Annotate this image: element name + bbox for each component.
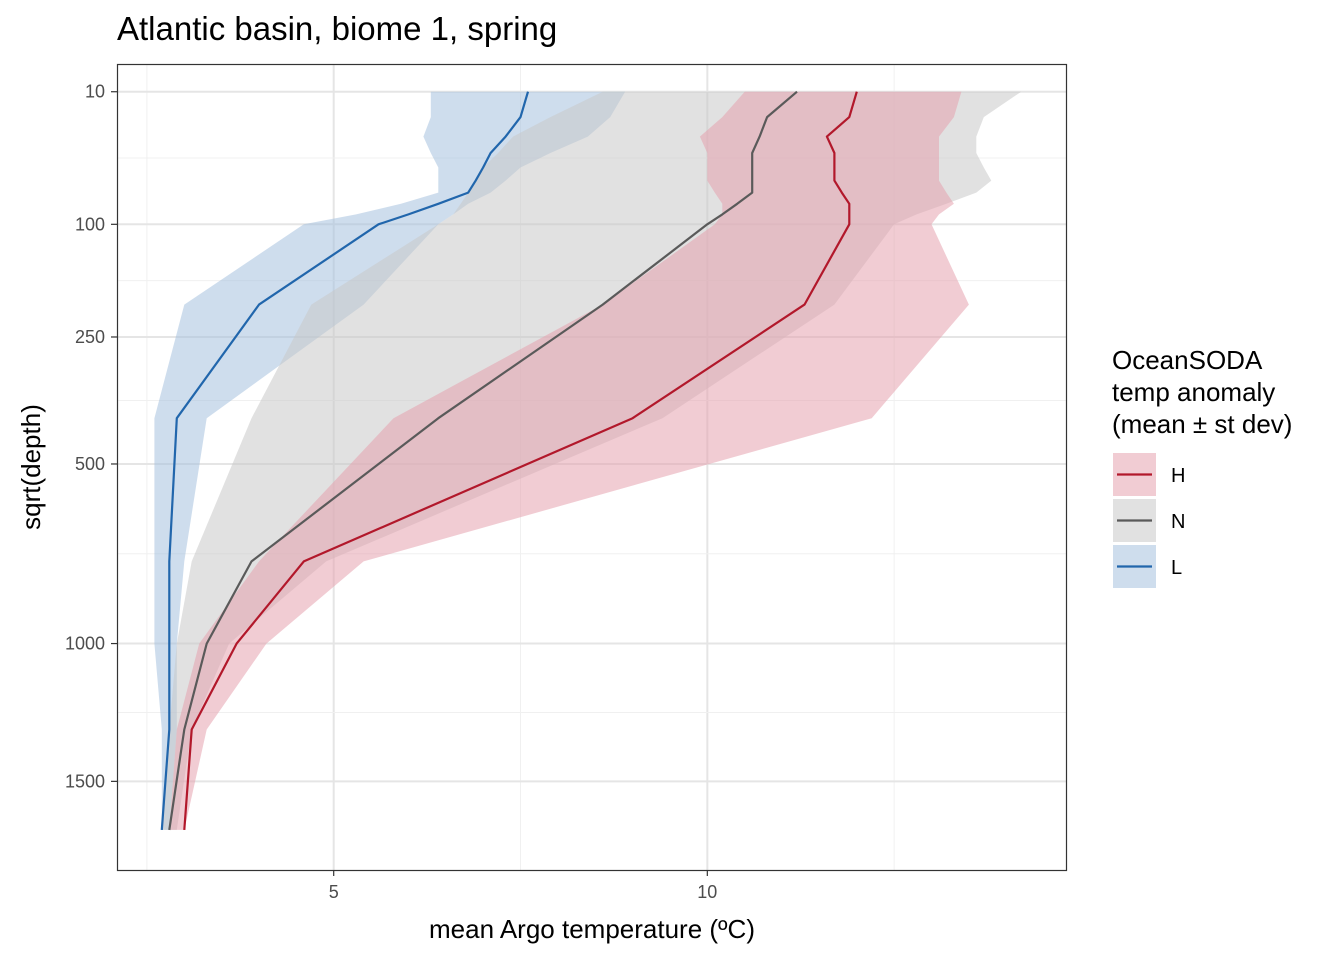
y-axis-label: sqrt(depth) xyxy=(16,404,46,530)
x-axis-label: mean Argo temperature (ºC) xyxy=(429,914,755,944)
mean-lines xyxy=(160,90,858,831)
y-tick-label: 1500 xyxy=(65,771,105,791)
legend-title-line-3: (mean ± st dev) xyxy=(1112,409,1292,439)
y-axis: 10 100 250 500 1000 1500 xyxy=(65,82,117,791)
y-tick-label: 100 xyxy=(75,214,105,234)
y-tick-label: 250 xyxy=(75,327,105,347)
legend-title-line-1: OceanSODA xyxy=(1112,345,1263,375)
legend: OceanSODA temp anomaly (mean ± st dev) H… xyxy=(1112,345,1292,588)
x-axis: 5 10 xyxy=(329,870,717,902)
legend-label-l: L xyxy=(1171,557,1182,579)
plot-border xyxy=(116,63,1068,872)
sd-band-h xyxy=(169,91,969,830)
y-tick-label: 500 xyxy=(75,454,105,474)
mean-line-l xyxy=(160,91,530,830)
legend-label-h: H xyxy=(1171,465,1185,487)
legend-label-n: N xyxy=(1171,511,1185,533)
mean-line-n xyxy=(168,90,798,831)
chart-title: Atlantic basin, biome 1, spring xyxy=(117,10,557,47)
legend-title-line-2: temp anomaly xyxy=(1112,377,1275,407)
x-tick-label: 5 xyxy=(329,882,339,902)
y-tick-label: 1000 xyxy=(65,634,105,654)
y-tick-label: 10 xyxy=(85,82,105,102)
mean-line-h xyxy=(183,91,858,830)
legend-keys: H N L xyxy=(1113,453,1185,588)
x-tick-label: 10 xyxy=(697,882,717,902)
sd-band-l xyxy=(154,91,626,830)
sd-bands xyxy=(154,91,1022,830)
